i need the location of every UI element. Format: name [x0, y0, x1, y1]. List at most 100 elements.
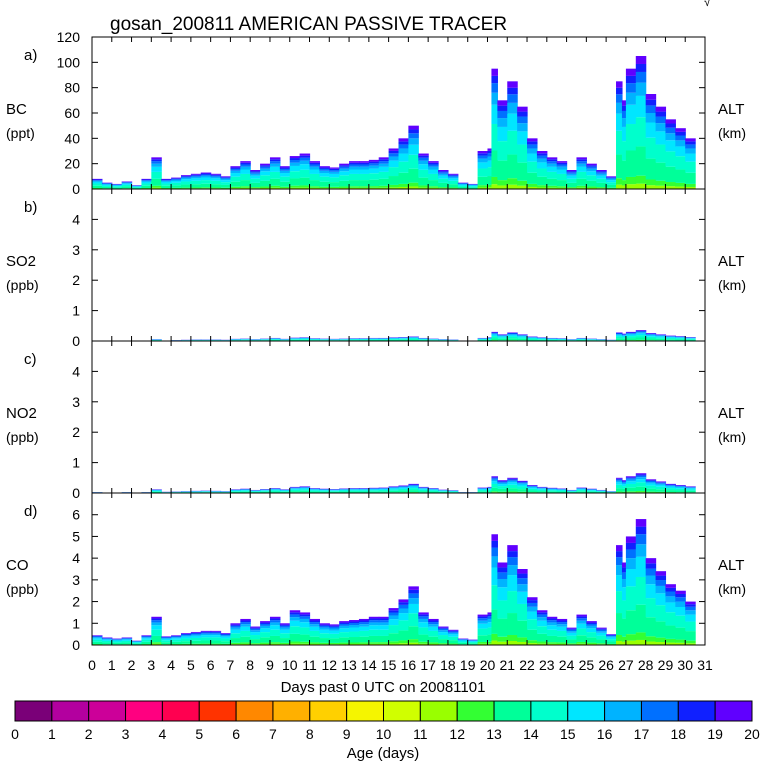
- age-band-5: [497, 482, 508, 485]
- x-tick-label: 4: [167, 657, 175, 673]
- age-band-5: [161, 638, 172, 639]
- data-bar: [576, 157, 587, 189]
- age-band-4: [230, 629, 241, 634]
- age-band-5: [438, 630, 449, 633]
- age-band-5: [269, 622, 281, 626]
- age-band-2: [378, 178, 390, 186]
- age-band-2: [477, 491, 489, 493]
- data-bar: [358, 618, 370, 645]
- age-band-2: [596, 182, 607, 188]
- age-band-2: [635, 146, 647, 176]
- age-band-1: [339, 186, 350, 188]
- age-band-3: [368, 173, 380, 180]
- age-band-1: [621, 636, 627, 642]
- age-band-0: [621, 641, 627, 645]
- age-band-8: [260, 621, 271, 623]
- age-band-8: [491, 68, 498, 76]
- y-tick-label: 60: [64, 105, 80, 121]
- age-band-3: [398, 338, 409, 340]
- age-band-7: [190, 174, 202, 176]
- age-band-6: [477, 155, 489, 159]
- age-band-1: [161, 187, 172, 189]
- age-band-1: [151, 185, 162, 188]
- data-bar: [675, 336, 686, 341]
- age-band-2: [329, 638, 340, 643]
- age-band-6: [349, 164, 360, 167]
- age-band-8: [586, 621, 597, 623]
- y-tick-label: 120: [57, 29, 81, 45]
- data-bar: [487, 486, 493, 493]
- age-band-8: [546, 157, 558, 160]
- age-band-2: [645, 617, 657, 637]
- age-band-3: [491, 585, 498, 610]
- age-band-2: [151, 635, 162, 643]
- data-bar: [447, 173, 459, 189]
- age-band-3: [101, 185, 113, 187]
- age-band-2: [665, 625, 676, 639]
- age-band-5: [368, 488, 380, 490]
- data-bar: [487, 337, 493, 341]
- age-band-8: [517, 480, 528, 482]
- age-band-2: [536, 633, 548, 642]
- age-band-5: [457, 639, 469, 641]
- age-band-3: [358, 173, 370, 181]
- age-band-5: [487, 488, 493, 489]
- age-band-3: [586, 339, 597, 341]
- age-band-3: [487, 489, 493, 492]
- age-band-6: [408, 133, 419, 139]
- age-band-2: [368, 635, 380, 643]
- age-band-0: [349, 187, 360, 189]
- age-band-5: [685, 148, 696, 154]
- age-band-2: [556, 180, 568, 187]
- age-band-8: [151, 157, 162, 160]
- age-band-3: [566, 635, 578, 640]
- age-band-8: [645, 558, 657, 564]
- age-band-2: [635, 604, 647, 633]
- data-bar: [309, 488, 321, 493]
- age-band-5: [546, 163, 558, 167]
- colorbar-tick-label: 19: [707, 726, 723, 742]
- age-band-4: [111, 185, 123, 187]
- data-bar: [151, 616, 162, 645]
- age-band-7: [309, 620, 321, 623]
- data-bar: [240, 161, 251, 189]
- age-band-4: [319, 490, 330, 491]
- age-band-3: [398, 488, 409, 491]
- age-band-2: [477, 340, 489, 341]
- age-band-4: [289, 488, 301, 490]
- age-band-2: [556, 340, 568, 341]
- age-band-4: [240, 626, 251, 631]
- age-band-8: [438, 170, 449, 172]
- data-bar: [378, 487, 390, 493]
- age-band-6: [438, 172, 449, 174]
- data-bar: [101, 637, 113, 645]
- age-band-6: [487, 616, 493, 619]
- age-band-3: [606, 639, 617, 642]
- age-band-6: [260, 166, 271, 169]
- age-band-4: [487, 338, 493, 340]
- age-band-2: [190, 184, 202, 188]
- age-band-7: [349, 162, 360, 165]
- age-band-4: [269, 489, 281, 491]
- colorbar-tick-label: 3: [122, 726, 130, 742]
- age-band-1: [556, 186, 568, 188]
- age-band-8: [576, 157, 587, 160]
- age-band-3: [121, 640, 133, 643]
- age-band-5: [358, 624, 370, 627]
- data-bar: [586, 488, 597, 493]
- age-band-2: [230, 638, 241, 643]
- data-bar: [141, 635, 152, 645]
- age-band-4: [546, 489, 558, 491]
- colorbar-tick-label: 0: [11, 726, 19, 742]
- age-band-1: [190, 187, 202, 189]
- age-band-2: [378, 491, 390, 493]
- colorbar-swatch: [677, 700, 716, 722]
- age-band-4: [200, 177, 212, 181]
- y-tick-label: 4: [72, 211, 80, 227]
- age-band-2: [329, 182, 340, 187]
- age-band-5: [418, 160, 429, 165]
- y-tick-label: 2: [72, 594, 80, 610]
- data-bar: [497, 100, 508, 189]
- age-band-3: [527, 488, 538, 491]
- age-band-2: [388, 633, 400, 642]
